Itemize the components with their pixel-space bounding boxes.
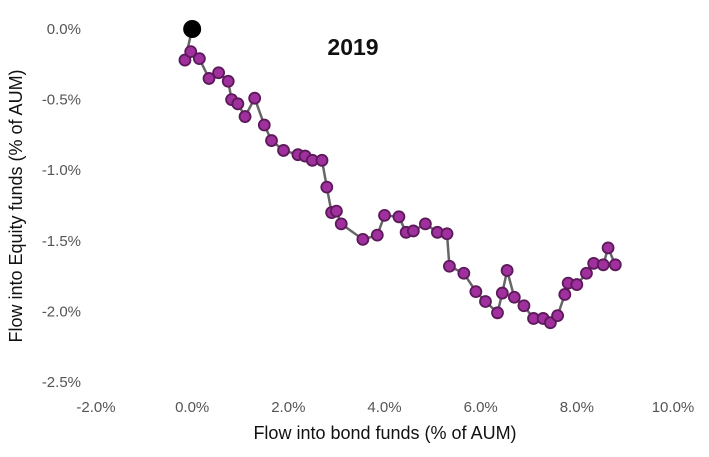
- x-tick-label: 10.0%: [652, 399, 695, 416]
- x-tick-label: 6.0%: [464, 399, 498, 416]
- data-point: [495, 286, 509, 300]
- data-point: [334, 217, 348, 231]
- data-point: [320, 180, 334, 194]
- x-tick-label: -2.0%: [76, 399, 115, 416]
- data-point: [558, 288, 572, 301]
- data-point: [507, 290, 521, 304]
- data-point: [500, 264, 514, 277]
- data-point: [378, 208, 391, 222]
- data-point: [406, 224, 420, 238]
- data-point: [356, 232, 370, 246]
- data-point: [580, 266, 593, 280]
- data-point: [277, 144, 290, 157]
- data-point: [551, 309, 564, 323]
- start-point: [183, 20, 202, 38]
- data-point: [248, 91, 262, 105]
- data-point: [231, 97, 245, 111]
- data-point: [469, 285, 483, 299]
- data-point: [457, 266, 471, 280]
- y-tick-label: -1.5%: [42, 233, 81, 250]
- data-point: [178, 53, 192, 67]
- data-point: [257, 118, 271, 132]
- plot-area: 0.0% -0.5% -1.0% -1.5% -2.0% -2.5% -2.0% 0.0% 2.…: [42, 20, 694, 416]
- data-point: [370, 228, 384, 242]
- data-point: [184, 45, 198, 58]
- data-point: [221, 74, 235, 88]
- data-point: [570, 278, 584, 291]
- data-point: [479, 295, 492, 308]
- data-point: [601, 241, 615, 255]
- y-tick-label: -0.5%: [42, 92, 81, 109]
- y-axis-title: Flow into Equity funds (% of AUM): [6, 69, 26, 342]
- data-point: [202, 72, 216, 85]
- y-tick-label: -1.0%: [42, 162, 81, 179]
- chart-title: 2019: [327, 34, 378, 60]
- x-axis-title: Flow into bond funds (% of AUM): [253, 423, 516, 443]
- data-point: [608, 258, 622, 272]
- data-point: [212, 66, 226, 80]
- data-point: [265, 134, 278, 147]
- data-point: [517, 299, 531, 313]
- y-tick-label: -2.0%: [42, 303, 81, 320]
- series-line: [183, 28, 617, 324]
- data-point: [596, 258, 610, 272]
- data-point: [330, 204, 343, 218]
- y-tick-label: -2.5%: [42, 374, 81, 391]
- x-tick-label: 0.0%: [175, 399, 209, 416]
- data-point: [418, 217, 432, 231]
- data-point: [238, 110, 252, 123]
- x-tick-label: 8.0%: [560, 399, 594, 416]
- x-tick-label: 4.0%: [367, 399, 401, 416]
- x-tick-label: 2.0%: [271, 399, 305, 416]
- data-point: [315, 153, 329, 167]
- data-point: [192, 52, 206, 66]
- y-tick-label: 0.0%: [47, 21, 81, 38]
- data-point: [491, 306, 504, 320]
- data-point: [443, 259, 456, 273]
- data-point: [392, 210, 406, 224]
- data-point: [440, 227, 454, 241]
